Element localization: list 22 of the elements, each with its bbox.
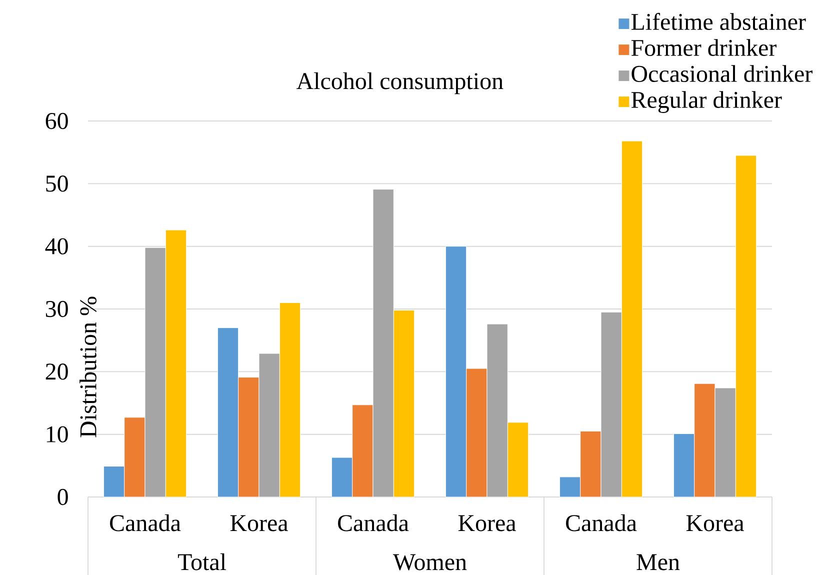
x-tick-label: Canada [338, 514, 409, 532]
text: Women [393, 554, 467, 570]
y-axis-title: Distribution % [80, 296, 96, 438]
x-tick-label: Canada [566, 514, 637, 532]
x-tick-label: Canada [110, 514, 181, 532]
x-tick-label: Korea [230, 515, 288, 532]
x-tick-label: Korea [458, 515, 516, 532]
y-tick-label: 10 [46, 426, 68, 442]
legend-label: Lifetime abstainer [631, 12, 806, 30]
y-tick-label: 0 [58, 488, 68, 506]
text: Total [178, 553, 226, 570]
x-tick-label: Korea [686, 515, 744, 532]
legend-label: Regular drinker [631, 91, 782, 113]
y-tick-label: 40 [45, 238, 68, 254]
y-tick-label: 20 [46, 364, 68, 380]
chart-title: Alcohol consumption [296, 72, 504, 94]
y-tick-label: 50 [46, 176, 68, 192]
y-tick-label: 30 [46, 300, 68, 318]
legend-label: Former drinker [631, 39, 776, 56]
y-tick-label: 60 [46, 112, 68, 130]
legend-label: Occasional drinker [632, 65, 812, 82]
text: Men [636, 554, 680, 570]
